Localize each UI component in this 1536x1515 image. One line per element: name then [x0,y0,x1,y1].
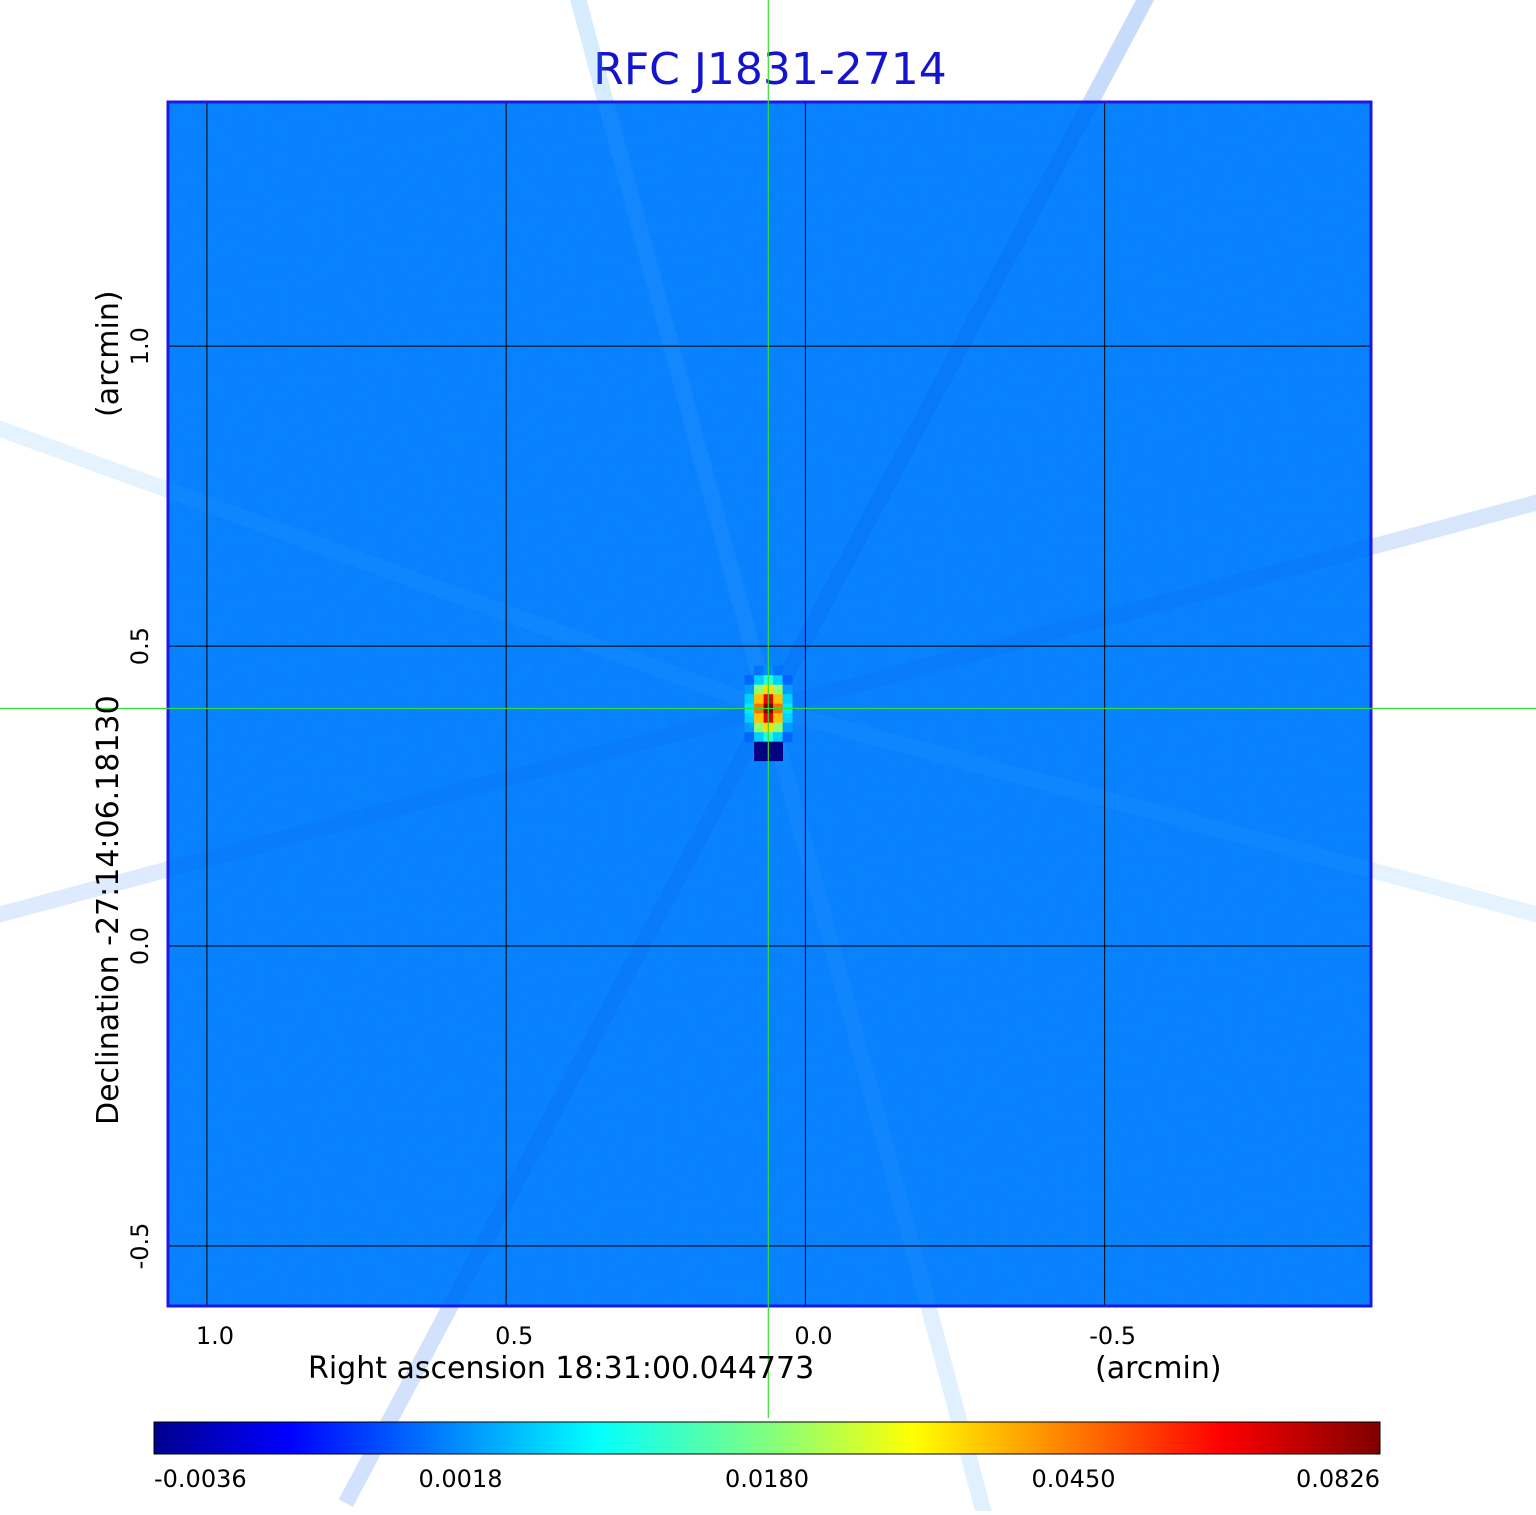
y-tick-label: 1.0 [126,327,154,365]
source-pixel [754,684,764,695]
source-pixel [773,684,783,695]
source-pixel [773,665,783,676]
x-tick-label: 1.0 [196,1322,234,1350]
colorbar-tick-label: -0.0036 [154,1465,247,1493]
source-pixel [782,722,793,733]
grid-lines [168,102,1371,1306]
x-axis-unit: (arcmin) [1095,1351,1222,1386]
source-pixel [744,732,755,743]
source-pixel [773,751,783,762]
source-pixel [744,684,755,695]
source-pixel [754,741,764,752]
sidelobe-streak [768,0,1191,708]
colorbar-tick-label: 0.0180 [725,1465,809,1493]
source-pixel [754,751,764,762]
source-pixel [744,694,755,705]
source-pixel [782,694,793,705]
source-pixel [773,722,783,733]
source-pixel [754,722,764,733]
colorbar-tick-label: 0.0826 [1296,1465,1380,1493]
x-axis-label: Right ascension 18:31:00.044773 [308,1351,814,1386]
sidelobe-streak [768,476,1536,709]
source-pixel [782,732,793,743]
source-pixel [754,713,764,724]
source-pixel [754,665,764,676]
y-axis-unit: (arcmin) [91,290,126,417]
source-pixel [754,675,764,686]
colorbar-tick-labels: -0.0036 0.0018 0.0180 0.0450 0.0826 [154,1465,1380,1493]
source-pixel [773,741,783,752]
y-tick-label: -0.5 [126,1223,154,1270]
source-pixel [773,713,783,724]
x-tick-labels: 1.0 0.5 0.0 -0.5 [196,1322,1136,1350]
colorbar-tick-label: 0.0018 [419,1465,503,1493]
y-tick-label: 0.5 [126,627,154,665]
source-pixel [773,675,783,686]
y-axis-label: Declination -27:14:06.18130 [91,695,126,1125]
colorbar-tick-label: 0.0450 [1032,1465,1116,1493]
source-pixel [782,675,793,686]
y-tick-label: 0.0 [126,927,154,965]
x-tick-label: 0.5 [495,1322,533,1350]
sidelobe-streak [535,0,768,708]
image-frame [166,100,1373,1308]
sidelobe-streak [0,401,768,709]
x-tick-label: 0.0 [794,1322,832,1350]
source-pixel [754,732,764,743]
sidelobe-streak [768,708,1536,941]
chart-title: RFC J1831-2714 [593,44,946,95]
source-pixel [782,713,793,724]
sidelobe-streak [0,708,768,941]
source-pixel [782,684,793,695]
source-pixel [773,732,783,743]
colorbar [153,1421,1381,1455]
y-tick-labels: 1.0 0.5 0.0 -0.5 [126,327,154,1269]
source-pixel [744,675,755,686]
x-tick-label: -0.5 [1089,1322,1136,1350]
source-pixel [744,713,755,724]
sidelobe-streak [346,708,769,1503]
source-pixel [773,694,783,705]
source-pixel [744,722,755,733]
source-pixel [754,694,764,705]
